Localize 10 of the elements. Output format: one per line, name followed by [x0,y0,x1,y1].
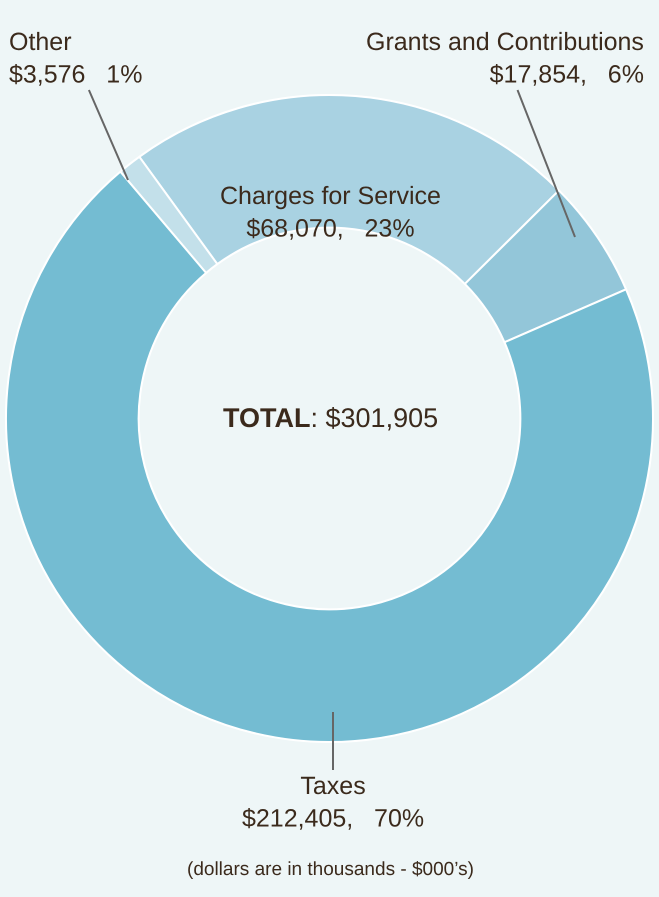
text: TOTAL: $301,905 [223,403,438,433]
slice-label: Other [9,28,72,56]
slice-label: Grants and Contributions [366,28,644,56]
data-label: $17,854, 6% [490,60,644,88]
data-label: $3,576 1% [9,60,142,88]
data-label: $68,070, 23% [246,214,415,242]
slice-label: Charges for Service [220,182,441,210]
text: (dollars are in thousands - $000’s) [187,859,474,880]
data-label: $212,405, 70% [242,804,424,832]
slice-label: Taxes [300,772,366,800]
